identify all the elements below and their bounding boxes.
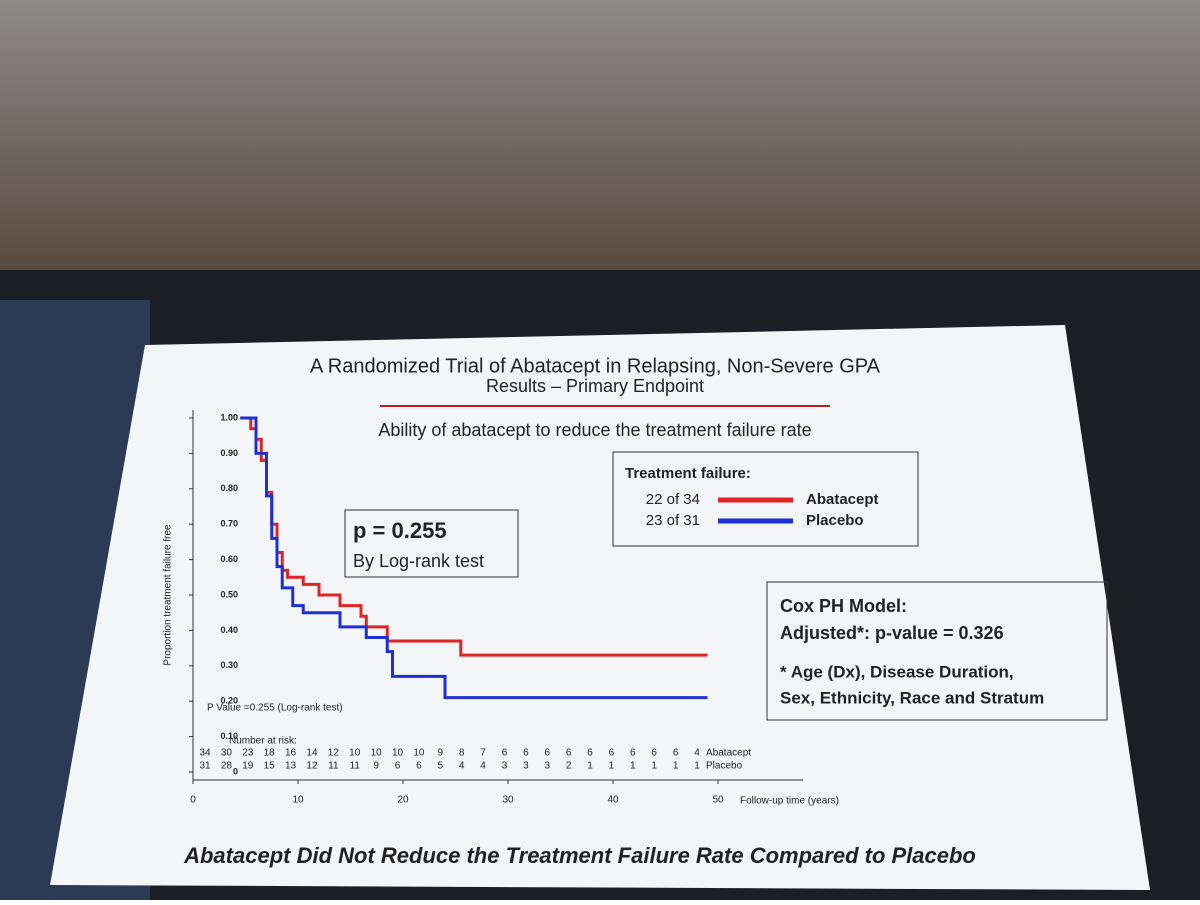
- risk-count: 19: [242, 761, 254, 772]
- legend-label: Placebo: [806, 512, 864, 529]
- risk-count: 8: [459, 748, 465, 759]
- risk-count: 18: [264, 748, 276, 759]
- y-tick-label: 0.70: [220, 519, 238, 529]
- p-test: By Log-rank test: [353, 551, 484, 571]
- p-box: [344, 509, 519, 578]
- legend-box: [612, 451, 919, 547]
- risk-count: 1: [673, 761, 679, 772]
- risk-count: 4: [459, 761, 465, 772]
- y-tick-label: 1.00: [220, 412, 238, 422]
- y-tick-label: 0.20: [220, 696, 238, 706]
- cox-covariates: * Age (Dx), Disease Duration,: [780, 662, 1014, 681]
- x-tick-label: 50: [712, 795, 724, 806]
- y-tick-label: 0.90: [220, 448, 238, 458]
- risk-count: 3: [523, 761, 529, 772]
- risk-count: 9: [373, 761, 379, 772]
- risk-title: Number at risk:: [229, 736, 297, 747]
- survival-curve: [240, 416, 708, 700]
- cox-title: Cox PH Model:: [780, 596, 907, 616]
- risk-count: 15: [264, 761, 276, 772]
- risk-count: 14: [306, 748, 318, 759]
- risk-count: 4: [694, 748, 700, 759]
- risk-count: 9: [438, 748, 444, 759]
- risk-count: 10: [349, 748, 361, 759]
- risk-count: 6: [673, 748, 679, 759]
- legend-label: Abatacept: [806, 491, 879, 508]
- risk-count: 5: [438, 761, 444, 772]
- risk-count: 13: [285, 761, 297, 772]
- y-tick-label: 0.30: [220, 660, 238, 670]
- risk-count: 6: [587, 748, 593, 759]
- risk-row-label: Placebo: [706, 761, 743, 772]
- risk-count: 28: [221, 761, 233, 772]
- risk-count: 6: [544, 748, 550, 759]
- cox-box: [766, 581, 1108, 721]
- subtitle: Results – Primary Endpoint: [486, 376, 704, 396]
- risk-count: 11: [328, 761, 339, 772]
- risk-count: 10: [371, 748, 383, 759]
- p-value: p = 0.255: [353, 518, 447, 543]
- x-tick-label: 0: [190, 795, 196, 806]
- risk-row-label: Abatacept: [706, 748, 751, 759]
- ceiling: [0, 0, 1200, 270]
- risk-count: 12: [328, 748, 340, 759]
- risk-count: 16: [285, 748, 297, 759]
- slide: [50, 325, 1150, 890]
- x-tick-label: 30: [502, 795, 514, 806]
- y-axis-label: Proportion treatment failure free: [163, 524, 174, 666]
- legend-summary: 22 of 34: [646, 491, 700, 508]
- risk-count: 31: [199, 761, 211, 772]
- risk-count: 7: [480, 748, 486, 759]
- survival-curve: [240, 416, 708, 657]
- risk-count: 1: [694, 761, 700, 772]
- x-tick-label: 10: [292, 795, 304, 806]
- risk-count: 3: [502, 761, 508, 772]
- risk-count: 3: [544, 761, 550, 772]
- cox-adjusted: Adjusted*: p-value = 0.326: [780, 623, 1004, 643]
- risk-count: 23: [242, 748, 254, 759]
- p-note: P Value =0.255 (Log-rank test): [207, 703, 343, 714]
- cox-covariates: Sex, Ethnicity, Race and Stratum: [780, 688, 1044, 707]
- risk-count: 1: [609, 761, 615, 772]
- risk-count: 6: [502, 748, 508, 759]
- risk-count: 6: [651, 748, 657, 759]
- risk-count: 12: [306, 761, 318, 772]
- risk-count: 1: [651, 761, 657, 772]
- y-tick-label: 0.50: [220, 589, 238, 599]
- conclusion: Abatacept Did Not Reduce the Treatment F…: [183, 843, 976, 868]
- risk-count: 4: [480, 761, 486, 772]
- x-tick-label: 40: [607, 795, 619, 806]
- risk-count: 11: [350, 761, 361, 772]
- legend-title: Treatment failure:: [625, 465, 751, 482]
- risk-count: 10: [392, 748, 404, 759]
- y-tick-label: 0.40: [220, 625, 238, 635]
- risk-count: 6: [523, 748, 529, 759]
- risk-count: 6: [630, 748, 636, 759]
- risk-count: 6: [395, 761, 401, 772]
- risk-count: 1: [587, 761, 593, 772]
- risk-count: 30: [221, 748, 233, 759]
- title: A Randomized Trial of Abatacept in Relap…: [310, 355, 881, 377]
- risk-count: 6: [566, 748, 572, 759]
- x-axis-label: Follow-up time (years): [740, 796, 839, 807]
- risk-count: 6: [609, 748, 615, 759]
- y-tick-label: 0.80: [220, 483, 238, 493]
- risk-count: 10: [413, 748, 425, 759]
- risk-count: 2: [566, 761, 572, 772]
- risk-count: 34: [199, 748, 211, 759]
- risk-count: 6: [416, 761, 422, 772]
- risk-count: 1: [630, 761, 636, 772]
- legend-summary: 23 of 31: [646, 512, 700, 529]
- x-tick-label: 20: [397, 795, 409, 806]
- description: Ability of abatacept to reduce the treat…: [378, 420, 811, 440]
- y-tick-label: 0.10: [220, 731, 238, 741]
- y-tick-label: 0: [233, 766, 238, 776]
- y-tick-label: 0.60: [220, 554, 238, 564]
